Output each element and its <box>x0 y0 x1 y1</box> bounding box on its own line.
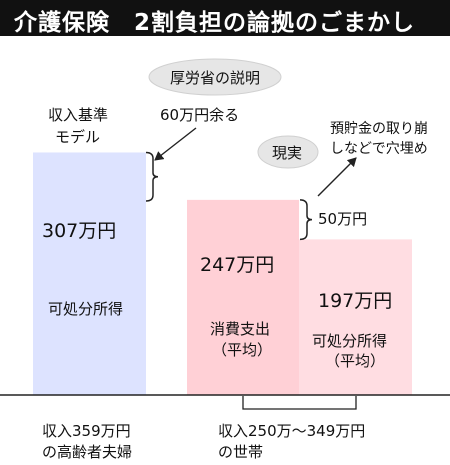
brace-50-gap <box>299 199 313 241</box>
category-model-line1: 収入359万円 <box>42 422 131 440</box>
chart-title: 介護保険 2割負担の論拠のごまかし <box>14 10 416 36</box>
category-household-line2: の世帯 <box>218 443 264 461</box>
category-household-line1: 収入250万～349万円 <box>218 422 366 440</box>
model-label-line2: モデル <box>55 128 101 146</box>
spending-value-label: 247万円 <box>200 254 275 276</box>
ministry-claim-label: 60万円余る <box>160 106 240 124</box>
model-value-label: 307万円 <box>42 220 117 242</box>
title-bar <box>0 0 450 36</box>
brace-60-gap <box>145 151 159 202</box>
ministry-arrow <box>154 127 197 161</box>
model-label-line1: 収入基準 <box>48 106 109 124</box>
reality-note-line2: しなどで穴埋め <box>330 141 428 157</box>
reality-cloud-shape <box>257 135 319 169</box>
disposable-label-line2: （平均） <box>325 352 386 370</box>
category-model-line2: の高齢者夫婦 <box>42 443 133 461</box>
reality-arrow <box>317 157 357 197</box>
bar-model-disposable-income <box>33 152 146 395</box>
spending-label-line1: 消費支出 <box>210 320 271 338</box>
ministry-cloud-label: 厚労省の説明 <box>170 69 261 87</box>
disposable-value-label: 197万円 <box>318 290 393 312</box>
household-bracket <box>242 396 357 410</box>
spending-label-line2: （平均） <box>212 341 273 359</box>
reality-cloud-label: 現実 <box>272 144 303 162</box>
gap-50-label: 50万円 <box>318 210 368 228</box>
bar-consumption-spending <box>187 199 299 395</box>
ministry-cloud-shape <box>148 58 282 96</box>
bar-household-disposable-income <box>299 239 412 395</box>
reality-note-line1: 預貯金の取り崩 <box>330 121 428 137</box>
model-bar-label: 可処分所得 <box>48 300 124 318</box>
disposable-label-line1: 可処分所得 <box>312 332 388 350</box>
